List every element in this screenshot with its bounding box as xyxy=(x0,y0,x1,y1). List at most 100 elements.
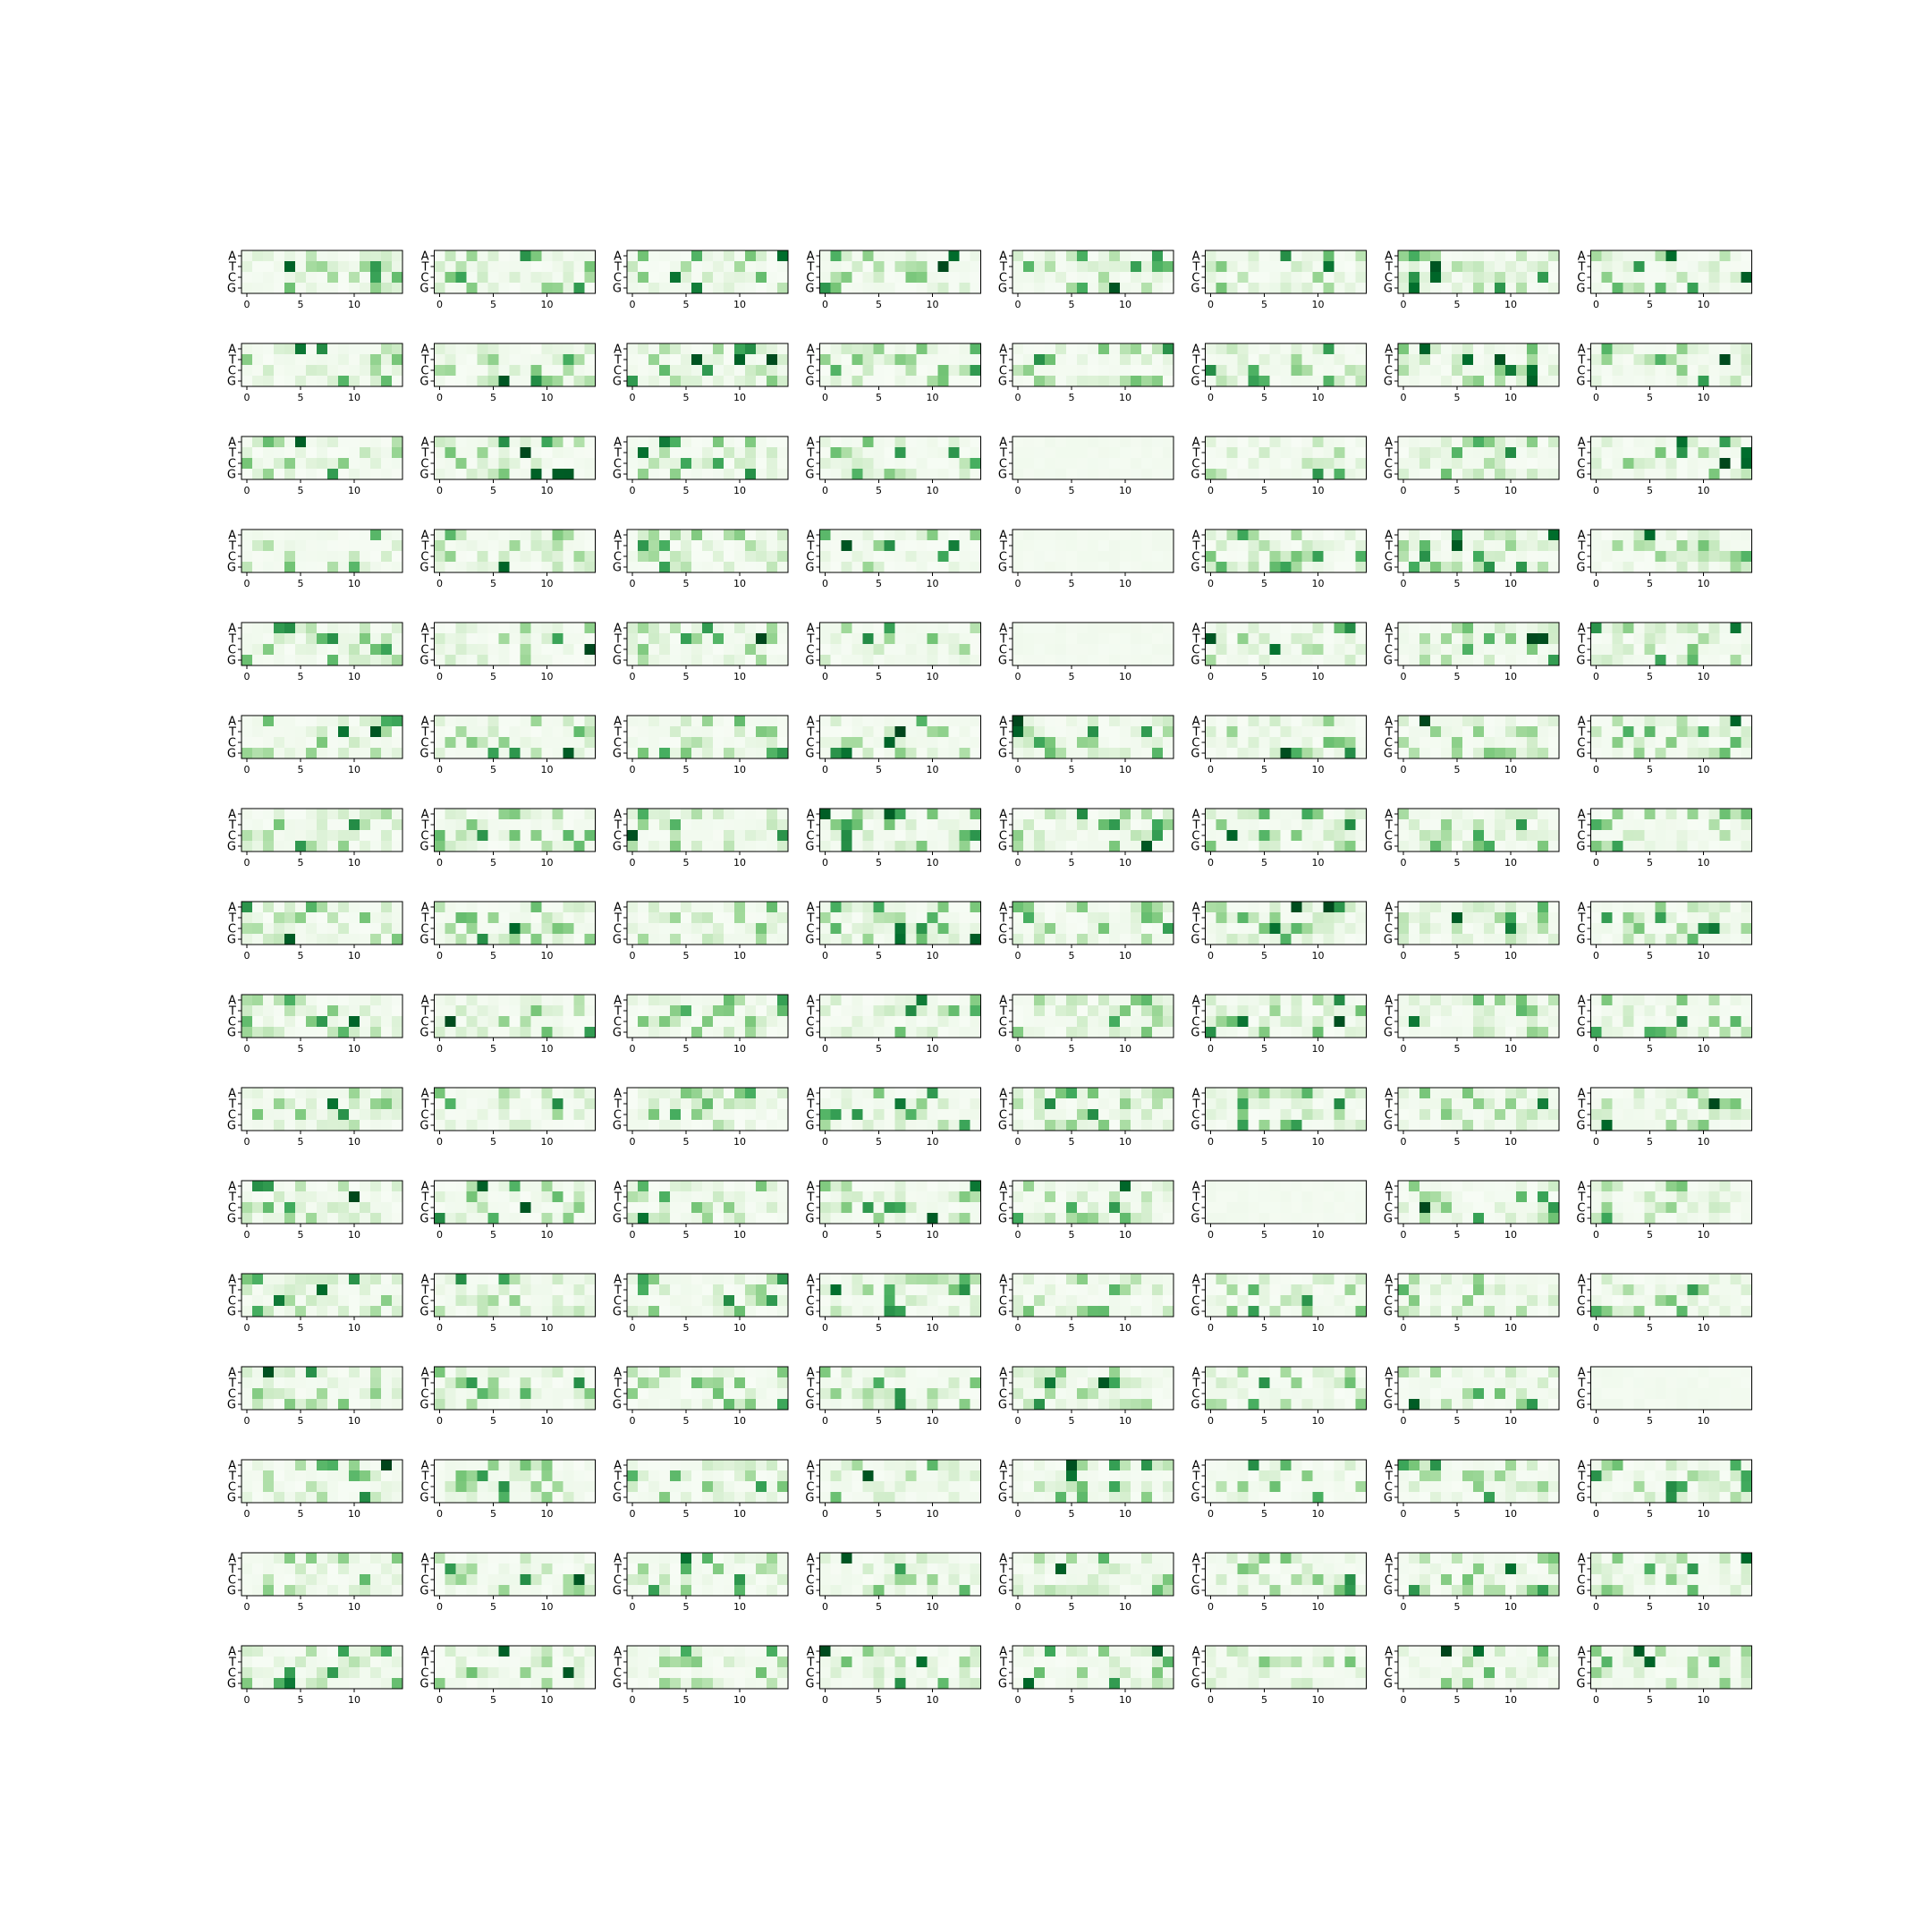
heatmap-cell xyxy=(509,436,521,448)
heatmap-cell xyxy=(1088,644,1099,656)
heatmap-cell xyxy=(1152,436,1164,448)
heatmap-cell xyxy=(584,726,596,738)
heatmap-cell xyxy=(1131,283,1142,294)
heatmap-cell xyxy=(487,716,499,727)
heatmap-cell xyxy=(392,365,403,377)
heatmap-cell xyxy=(1120,912,1131,924)
heatmap-cell xyxy=(552,809,564,820)
heatmap-cell xyxy=(1612,540,1623,552)
heatmap-cell xyxy=(563,343,574,355)
y-tick-label: T xyxy=(228,726,236,740)
heatmap-cell xyxy=(841,726,852,738)
heatmap-cell xyxy=(852,748,863,759)
heatmap-cell xyxy=(1730,633,1741,645)
heatmap-cell xyxy=(894,530,906,541)
heatmap-cell xyxy=(477,447,488,459)
panel-frame xyxy=(626,808,789,852)
heatmap-cell xyxy=(1045,540,1056,552)
y-tick-label: T xyxy=(1192,354,1200,368)
heatmap-cell xyxy=(1633,644,1645,656)
heatmap-cell xyxy=(1312,912,1324,924)
heatmap-cell xyxy=(1131,376,1142,387)
heatmap-cell xyxy=(948,283,960,294)
heatmap-cell xyxy=(295,726,307,738)
heatmap-cell xyxy=(584,748,596,759)
heatmap-cell xyxy=(1687,716,1699,727)
heatmap-cell xyxy=(1665,748,1677,759)
heatmap-cell xyxy=(381,737,393,749)
heatmap-cell xyxy=(1538,633,1549,645)
heatmap-cell xyxy=(327,819,339,831)
heatmap-cell xyxy=(937,447,949,459)
heatmap-cell xyxy=(274,623,285,634)
heatmap-cell xyxy=(873,841,885,852)
heatmap-cell xyxy=(691,912,703,924)
y-tick-label: C xyxy=(999,644,1007,657)
heatmap-cell xyxy=(509,354,521,366)
x-tick-label: 10 xyxy=(1312,578,1325,589)
heatmap-cell xyxy=(830,354,842,366)
heatmap-cell xyxy=(1601,376,1613,387)
heatmap-cell xyxy=(745,469,757,480)
x-tick-label: 5 xyxy=(1069,857,1075,869)
heatmap-cell xyxy=(767,902,778,913)
x-tick-label: 5 xyxy=(683,671,690,682)
heatmap-cell xyxy=(1109,551,1121,563)
heatmap-cell xyxy=(1719,737,1731,749)
heatmap-cell xyxy=(1098,716,1110,727)
heatmap-cell xyxy=(905,447,917,459)
heatmap-cell xyxy=(905,250,917,262)
heatmap-cell xyxy=(1730,737,1741,749)
heatmap-cell xyxy=(1473,458,1485,470)
heatmap-cell xyxy=(1527,819,1538,831)
heatmap-cell xyxy=(1548,819,1560,831)
heatmap-cell xyxy=(563,819,574,831)
heatmap-cell xyxy=(1098,469,1110,480)
heatmap-cell xyxy=(959,716,970,727)
heatmap-cell xyxy=(724,365,735,377)
heatmap-cell xyxy=(927,923,938,935)
heatmap-cell xyxy=(284,841,296,852)
heatmap-cell xyxy=(638,841,649,852)
heatmap-cell xyxy=(1655,250,1666,262)
heatmap-cell xyxy=(1601,540,1613,552)
heatmap-cell xyxy=(713,902,724,913)
y-tick-label: A xyxy=(999,530,1007,543)
heatmap-cell xyxy=(1708,902,1720,913)
heatmap-cell xyxy=(541,1027,553,1038)
heatmap-cell xyxy=(327,562,339,573)
heatmap-cell xyxy=(884,458,895,470)
y-tick-label: G xyxy=(1191,283,1199,296)
heatmap-cell xyxy=(1013,272,1024,284)
heatmap-cell xyxy=(1291,376,1302,387)
heatmap-cell xyxy=(905,623,917,634)
heatmap-cell xyxy=(1088,343,1099,355)
heatmap-cell xyxy=(1719,283,1731,294)
heatmap-cell xyxy=(1505,737,1517,749)
heatmap-cell xyxy=(1676,540,1688,552)
heatmap-cell xyxy=(1708,458,1720,470)
heatmap-cell xyxy=(1301,912,1313,924)
heatmap-cell xyxy=(477,436,488,448)
heatmap-cell xyxy=(1687,376,1699,387)
heatmap-cell xyxy=(884,551,895,563)
x-tick-label: 0 xyxy=(630,950,636,962)
heatmap-cell xyxy=(1698,841,1709,852)
heatmap-cell xyxy=(1676,830,1688,842)
heatmap-cell xyxy=(445,365,456,377)
heatmap-cell xyxy=(830,458,842,470)
panel-frame xyxy=(1590,622,1752,666)
heatmap-cell xyxy=(445,540,456,552)
heatmap-cell xyxy=(1655,562,1666,573)
heatmap-cell xyxy=(252,819,264,831)
y-tick-label: A xyxy=(614,436,622,450)
heatmap-cell xyxy=(777,469,789,480)
y-tick-label: T xyxy=(1385,912,1393,926)
y-tick-label: G xyxy=(1576,841,1585,854)
heatmap-cell xyxy=(841,841,852,852)
heatmap-cell xyxy=(1023,343,1035,355)
heatmap-cell xyxy=(349,1016,360,1028)
heatmap-cell xyxy=(584,623,596,634)
